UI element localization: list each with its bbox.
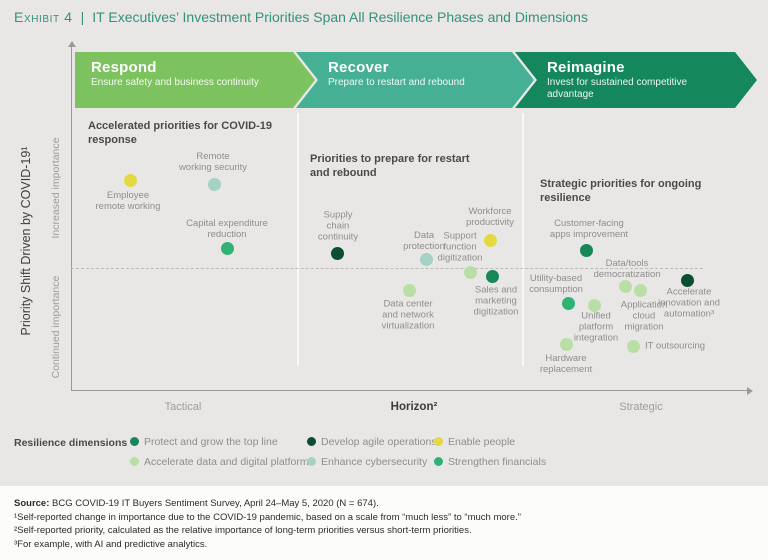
data-point <box>485 269 499 283</box>
x-axis-line <box>71 390 749 391</box>
section-divider <box>522 113 524 366</box>
data-point <box>561 296 575 310</box>
legend-item-label: Strengthen financials <box>448 456 547 468</box>
y-axis-line <box>71 46 72 390</box>
data-point <box>559 337 573 351</box>
title-text: IT Executives’ Investment Priorities Spa… <box>92 9 588 25</box>
data-point-label: Data protection <box>403 230 445 252</box>
data-point-label: Accelerate innovation and automation³ <box>658 286 720 320</box>
data-point-label: Sales and marketing digitization <box>473 284 519 318</box>
data-point-label: Customer-facing apps improvement <box>549 218 629 240</box>
legend-item: Develop agile operations <box>307 436 437 448</box>
x-axis-arrow-icon <box>747 386 753 395</box>
importance-divider-dashed-line <box>71 268 703 269</box>
phase-subtitle: Invest for sustained competitive advanta… <box>547 77 688 100</box>
data-point-label: Supply chain continuity <box>317 209 359 243</box>
data-point <box>483 233 497 247</box>
legend-item: Enable people <box>434 436 546 448</box>
data-point-label: Employee remote working <box>95 190 161 212</box>
data-point-label: Unified platform integration <box>573 310 619 344</box>
legend-item-label: Protect and grow the top line <box>144 436 278 448</box>
data-point-label: Data center and network virtualization <box>381 298 435 332</box>
footnote-2: ²Self-reported priority, calculated as t… <box>14 525 472 536</box>
exhibit-number: Exhibit 4 <box>14 9 73 25</box>
data-point <box>220 241 234 255</box>
footnotes: Source: BCG COVID-19 IT Buyers Sentiment… <box>0 486 768 560</box>
x-axis-tick-tactical: Tactical <box>164 401 202 413</box>
phase-title: Recover <box>328 59 389 76</box>
data-point-label: Remote working security <box>178 151 248 173</box>
section-header-reimagine: Strategic priorities for ongoing resilie… <box>540 178 702 204</box>
legend-item: Strengthen financials <box>434 456 546 468</box>
data-point-label: Capital expenditure reduction <box>186 218 268 240</box>
legend-item: Enhance cybersecurity <box>307 456 434 468</box>
legend-title: Resilience dimensions <box>14 437 128 449</box>
legend: Protect and grow the top line Develop agi… <box>130 436 546 468</box>
title-separator: | <box>80 9 85 25</box>
data-point <box>463 265 477 279</box>
data-point <box>680 273 694 287</box>
data-point <box>633 283 647 297</box>
data-point <box>419 252 433 266</box>
data-point <box>587 298 601 312</box>
data-point <box>618 279 632 293</box>
x-axis-tick-strategic: Strategic <box>619 401 663 413</box>
section-divider <box>297 113 299 366</box>
phase-banner-reimagine: Reimagine Invest for sustained competiti… <box>515 52 757 108</box>
phase-subtitle: Prepare to restart and rebound <box>328 77 465 88</box>
data-point <box>402 283 416 297</box>
legend-item: Protect and grow the top line <box>130 436 307 448</box>
y-axis-arrow-icon <box>67 41 76 47</box>
x-axis-title: Horizon² <box>390 401 438 413</box>
source-label: Source: <box>14 498 50 509</box>
section-header-recover: Priorities to prepare for restart and re… <box>310 153 470 179</box>
phase-banner-respond: Respond Ensure safety and business conti… <box>75 52 315 108</box>
legend-item-label: Enhance cybersecurity <box>321 456 428 468</box>
legend-dot-icon <box>130 457 139 466</box>
legend-dot-icon <box>434 457 443 466</box>
data-point <box>330 246 344 260</box>
data-point <box>579 243 593 257</box>
exhibit-title: Exhibit 4 | IT Executives’ Investment Prio… <box>14 9 588 25</box>
footnote-1: ¹Self-reported change in importance due … <box>14 511 521 523</box>
legend-item-label: Enable people <box>448 436 516 448</box>
data-point-label: Workforce productivity <box>465 206 515 228</box>
phase-subtitle: Ensure safety and business continuity <box>91 77 259 88</box>
footnote-3: ³For example, with AI and predictive ana… <box>14 538 208 550</box>
phase-title: Respond <box>91 59 157 76</box>
legend-item-label: Accelerate data and digital platforms <box>144 456 314 468</box>
data-point <box>207 177 221 191</box>
data-point-label: Hardware replacement <box>539 353 593 375</box>
phase-banner-recover: Recover Prepare to restart and rebound <box>296 52 534 108</box>
legend-dot-icon <box>130 437 139 446</box>
data-point-label: Data/tools democratization <box>593 258 661 280</box>
legend-dot-icon <box>434 437 443 446</box>
legend-dot-icon <box>307 437 316 446</box>
legend-item: Accelerate data and digital platforms <box>130 456 314 468</box>
legend-dot-icon <box>307 457 316 466</box>
data-point <box>626 339 640 353</box>
data-point <box>123 173 137 187</box>
section-header-respond: Accelerated priorities for COVID-19 resp… <box>88 120 273 146</box>
source-text: BCG COVID-19 IT Buyers Sentiment Survey,… <box>49 498 379 509</box>
data-point-label: Utility-based consumption <box>529 273 583 295</box>
data-point-label: Application cloud migration <box>620 299 668 333</box>
data-point-label: Support function digitization <box>437 230 483 264</box>
legend-item-label: Develop agile operations <box>321 436 437 448</box>
source-line: Source: BCG COVID-19 IT Buyers Sentiment… <box>14 497 754 511</box>
data-point-label: IT outsourcing <box>645 340 706 352</box>
phase-title: Reimagine <box>547 59 625 76</box>
